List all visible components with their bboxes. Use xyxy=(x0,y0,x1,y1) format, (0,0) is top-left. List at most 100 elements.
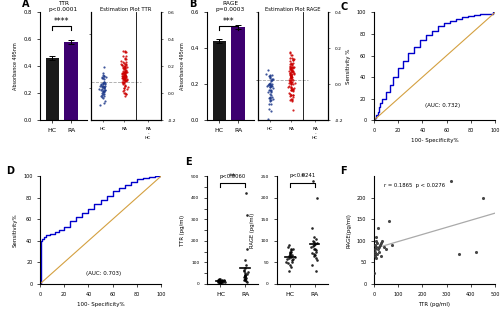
Point xyxy=(241,275,249,280)
Point xyxy=(119,53,127,58)
Point xyxy=(288,68,296,73)
Point xyxy=(120,69,128,74)
Point xyxy=(98,84,106,89)
Point xyxy=(310,251,318,256)
Point xyxy=(376,243,384,248)
Point xyxy=(120,64,128,69)
Point xyxy=(122,69,130,74)
Point xyxy=(377,253,385,258)
Point xyxy=(288,258,296,263)
Point xyxy=(242,273,250,278)
Point xyxy=(286,262,294,267)
Point xyxy=(287,74,295,79)
Point xyxy=(120,74,128,79)
Y-axis label: Absorbance 495nm: Absorbance 495nm xyxy=(180,42,186,90)
Point xyxy=(120,79,128,84)
Point xyxy=(289,88,297,93)
Point xyxy=(120,85,128,90)
Point xyxy=(289,57,297,62)
Point xyxy=(288,87,296,92)
Point xyxy=(100,76,108,81)
Text: *: * xyxy=(300,173,304,182)
Point xyxy=(287,73,295,78)
Point xyxy=(216,280,224,285)
Point xyxy=(122,86,130,91)
Text: B: B xyxy=(190,0,196,9)
Point xyxy=(268,83,276,88)
Point xyxy=(100,88,108,93)
Point xyxy=(287,81,295,86)
Point xyxy=(287,79,295,84)
Point xyxy=(286,256,294,261)
Point xyxy=(290,94,298,99)
Point xyxy=(374,251,382,256)
Point xyxy=(288,98,296,103)
Point xyxy=(121,75,129,80)
Point xyxy=(288,73,296,78)
Point xyxy=(290,93,298,98)
Point xyxy=(287,254,295,259)
Point xyxy=(388,243,396,248)
Point xyxy=(100,74,108,79)
Point xyxy=(266,95,274,100)
Point xyxy=(382,247,390,252)
Point xyxy=(289,246,297,251)
Point xyxy=(268,88,276,93)
Point xyxy=(100,73,108,78)
Point xyxy=(121,75,129,80)
Point xyxy=(121,76,129,81)
Point xyxy=(287,66,295,71)
Point xyxy=(308,251,316,256)
Point xyxy=(285,83,293,88)
Point xyxy=(215,280,223,285)
X-axis label: TTR (pg/ml): TTR (pg/ml) xyxy=(418,302,450,307)
Point xyxy=(99,84,107,89)
Point xyxy=(289,57,297,62)
Bar xyxy=(64,42,78,120)
Point xyxy=(121,93,129,98)
Point xyxy=(240,269,248,274)
Point xyxy=(288,80,296,85)
Point xyxy=(287,77,295,82)
Point xyxy=(216,280,224,285)
Point xyxy=(313,241,321,246)
Point xyxy=(310,243,318,248)
Point xyxy=(98,71,106,76)
Point xyxy=(286,49,294,54)
Point xyxy=(98,95,106,100)
Point xyxy=(217,280,225,285)
Point xyxy=(312,249,320,254)
Point xyxy=(268,95,276,100)
Point xyxy=(286,79,294,84)
Point xyxy=(98,83,106,88)
Point xyxy=(122,77,130,82)
Point xyxy=(375,249,383,254)
Point xyxy=(289,66,297,71)
Point xyxy=(100,92,108,97)
Point xyxy=(286,50,294,55)
Point xyxy=(266,95,274,100)
Point xyxy=(288,259,296,264)
Point xyxy=(215,277,223,282)
Point xyxy=(215,277,223,282)
Point xyxy=(98,83,106,88)
Point xyxy=(290,80,298,85)
Point xyxy=(118,62,126,67)
Point xyxy=(266,84,274,89)
Point xyxy=(122,49,130,54)
Point xyxy=(312,252,320,257)
Point xyxy=(264,90,272,95)
Point xyxy=(119,69,127,74)
Point xyxy=(266,106,274,111)
Point xyxy=(216,276,224,281)
Point xyxy=(288,97,296,102)
Title: Estimation Plot RAGE: Estimation Plot RAGE xyxy=(266,7,321,12)
Point xyxy=(286,61,294,66)
Point xyxy=(266,91,274,96)
Point xyxy=(266,85,274,90)
Point xyxy=(373,241,381,246)
Point xyxy=(288,69,296,74)
Point xyxy=(372,234,380,239)
Point xyxy=(119,49,127,54)
Point xyxy=(101,87,109,92)
